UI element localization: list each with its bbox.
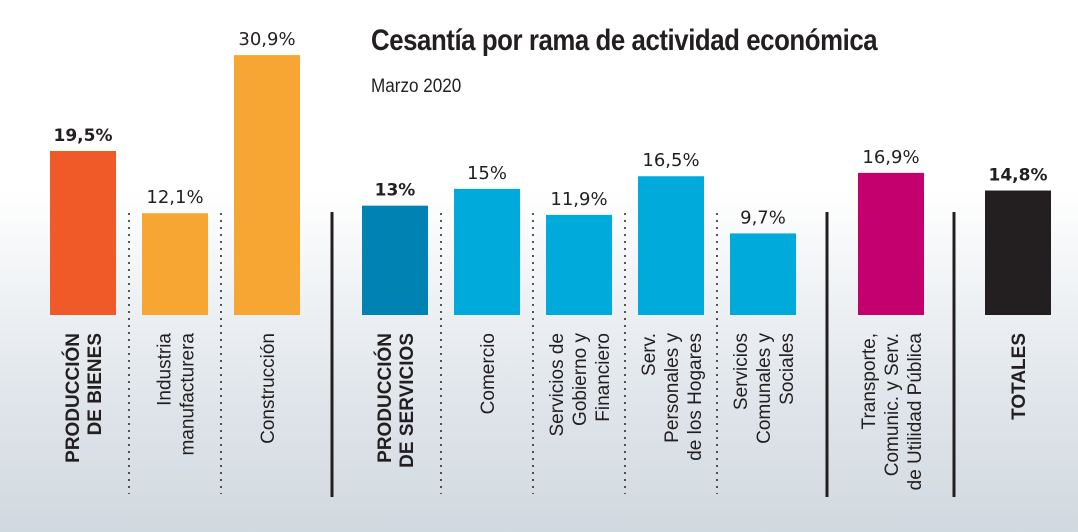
category-label: Servicios Comunales y Sociales <box>731 333 798 444</box>
value-label: 13% <box>375 181 416 201</box>
category-label: TOTALES <box>1009 333 1030 420</box>
category-label-line: TOTALES <box>1009 333 1030 420</box>
category-label-line: manufacturera <box>178 333 199 456</box>
category-label-line: Industria <box>155 333 176 406</box>
category-label-line: Comercio <box>478 333 499 414</box>
category-label: PRODUCCIÓN DE SERVICIOS <box>374 333 418 468</box>
value-label: 30,9% <box>238 29 295 50</box>
bar-8 <box>858 172 924 315</box>
category-label-line: Financiero <box>593 333 614 422</box>
category-label-line: Servicios de <box>547 333 568 437</box>
chart-title: Cesantía por rama de actividad económica <box>371 24 878 57</box>
value-label: 9,7% <box>740 207 786 228</box>
value-label: 14,8% <box>989 166 1048 186</box>
bar-7 <box>730 233 796 315</box>
category-label: Serv. Personales y de los Hogares <box>639 333 706 461</box>
category-label: Transporte, Comunic. y Serv. de Utilidad P… <box>859 333 926 491</box>
value-label: 19,5% <box>54 126 113 146</box>
chart-subtitle: Marzo 2020 <box>371 76 462 97</box>
category-label-line: Construcción <box>258 333 279 444</box>
bar-6 <box>638 176 704 315</box>
category-label-line: DE SERVICIOS <box>397 333 418 468</box>
category-label-line: de Utilidad Pública <box>905 333 926 491</box>
value-label: 12,1% <box>146 187 203 208</box>
category-label-line: de los Hogares <box>685 333 706 461</box>
category-label-line: DE BIENES <box>85 333 106 435</box>
category-label-line: Sociales <box>777 333 798 405</box>
category-label-line: Comunales y <box>754 333 775 444</box>
category-label-line: Gobierno y <box>570 333 591 426</box>
value-label: 15% <box>467 163 507 184</box>
value-label: 16,5% <box>642 150 699 171</box>
bar-5 <box>546 214 612 315</box>
category-label: Comercio <box>478 333 499 414</box>
category-label-line: Transporte, <box>859 333 880 429</box>
category-label: Industria manufacturera <box>155 333 199 456</box>
bar-1 <box>142 213 208 315</box>
bar-3 <box>362 205 428 315</box>
value-label: 11,9% <box>550 189 607 210</box>
category-label: PRODUCCIÓN DE BIENES <box>62 333 106 463</box>
category-label-line: Servicios <box>731 333 752 410</box>
category-label: Servicios de Gobierno y Financiero <box>547 333 614 437</box>
category-label-line: Personales y <box>662 333 683 443</box>
bar-0 <box>50 151 116 315</box>
category-label-line: Comunic. y Serv. <box>882 333 903 476</box>
bar-2 <box>234 55 300 315</box>
bar-4 <box>454 188 520 315</box>
category-label: Construcción <box>258 333 279 444</box>
value-label: 16,9% <box>862 147 919 168</box>
category-label-line: PRODUCCIÓN <box>374 333 396 463</box>
category-label-line: Serv. <box>639 333 660 376</box>
bar-9 <box>985 190 1051 315</box>
category-label-line: PRODUCCIÓN <box>62 333 84 463</box>
